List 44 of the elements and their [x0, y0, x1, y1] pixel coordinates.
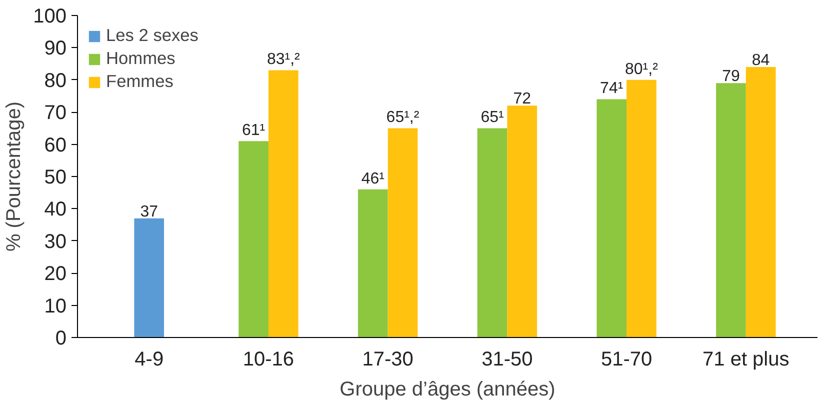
data-label: 65¹	[480, 109, 504, 126]
bar	[507, 106, 538, 338]
data-label: 80¹,²	[625, 60, 659, 78]
x-tick-label: 71 et plus	[702, 348, 790, 370]
bar	[746, 67, 776, 338]
legend-label: Hommes	[106, 48, 176, 69]
data-label: 79	[722, 68, 740, 86]
x-axis-title: Groupe d’âges (années)	[340, 378, 556, 400]
x-tick-label: 51-70	[600, 348, 652, 370]
bar	[596, 99, 627, 338]
y-tick-label: 80	[44, 70, 67, 92]
x-tick-label: 4-9	[134, 348, 164, 370]
y-tick-label: 70	[44, 102, 67, 124]
bar	[716, 83, 746, 338]
y-tick-label: 0	[55, 328, 66, 350]
bar	[134, 218, 164, 338]
y-tick-label: 60	[44, 134, 67, 156]
y-tick-label: 100	[33, 6, 67, 28]
data-label: 37	[140, 203, 158, 220]
x-tick-label: 31-50	[482, 348, 533, 370]
bar	[268, 70, 298, 338]
y-axis-title: % (Pourcentage)	[3, 101, 26, 252]
data-label: 83¹,²	[266, 51, 301, 68]
y-tick-label: 30	[44, 230, 67, 253]
data-label: 74¹	[600, 80, 624, 98]
y-tick-label: 10	[44, 295, 67, 318]
data-label: 84	[752, 52, 770, 70]
bar	[477, 128, 508, 338]
legend-label: Les 2 sexes	[106, 25, 198, 46]
x-tick-label: 10-16	[242, 348, 294, 370]
y-tick-label: 90	[44, 38, 67, 60]
data-label: 46¹	[361, 170, 384, 188]
y-tick-label: 50	[44, 166, 67, 188]
data-label: 61¹	[242, 122, 266, 140]
y-tick-label: 20	[44, 263, 67, 286]
y-tick-label: 40	[44, 198, 67, 221]
data-label: 72	[513, 90, 532, 108]
bar	[358, 189, 388, 338]
bar	[626, 80, 656, 338]
bar	[388, 128, 418, 338]
data-label: 65¹,²	[386, 109, 420, 126]
bar	[238, 141, 268, 338]
x-tick-label: 17-30	[362, 348, 414, 370]
legend-label: Femmes	[106, 71, 174, 92]
